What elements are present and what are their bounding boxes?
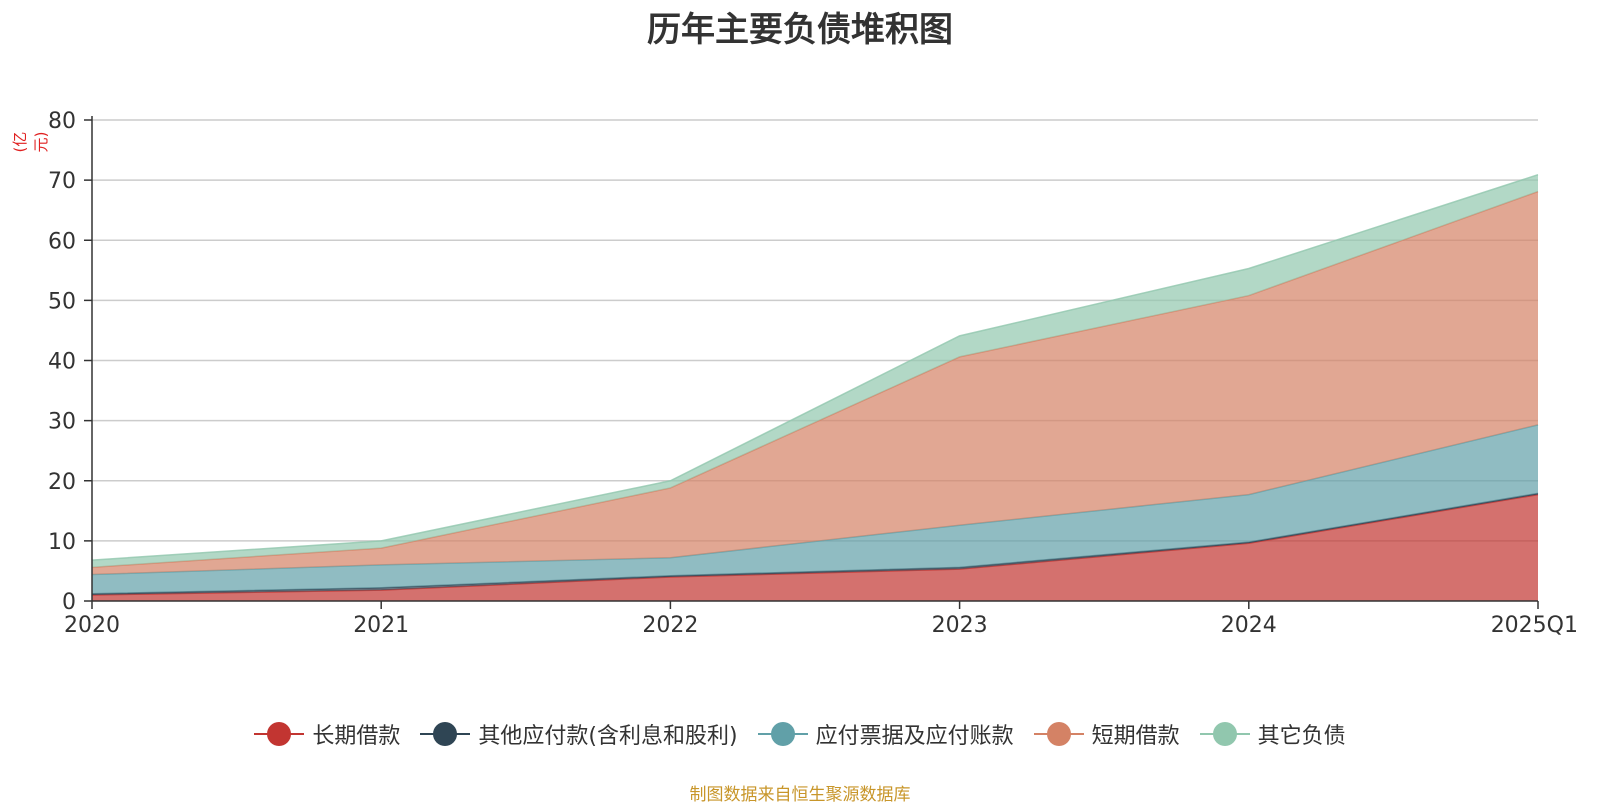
y-tick-label: 50	[48, 289, 76, 314]
y-tick-label: 80	[48, 109, 76, 134]
legend-label: 短期借款	[1091, 724, 1180, 749]
x-tick-label: 2025Q1	[1491, 613, 1578, 638]
axes: 0 10 20 30 40 50 60 70 80 2020 2021 2022 2023 2024 202…	[48, 109, 1578, 638]
legend-label: 其它负债	[1257, 724, 1346, 749]
x-tick-label: 2020	[64, 613, 120, 638]
legend-marker-icon	[420, 721, 471, 747]
stacked-area-chart: 0 10 20 30 40 50 60 70 80 2020 2021 2022 2023 2024 202…	[48, 109, 1578, 638]
area-series	[91, 174, 1539, 601]
area-series-0	[92, 494, 1538, 601]
legend-label: 其他应付款(含利息和股利)	[478, 724, 738, 749]
x-tick-label: 2024	[1221, 613, 1277, 638]
legend-label: 长期借款	[312, 724, 401, 749]
legend-marker-icon	[757, 721, 808, 747]
y-tick-label: 30	[48, 410, 76, 435]
x-tick-label: 2023	[932, 613, 988, 638]
legend-marker-icon	[1199, 721, 1250, 747]
legend-item-3[interactable]: 短期借款	[1033, 718, 1180, 750]
y-tick-label: 0	[62, 590, 76, 615]
legend-marker-icon	[1033, 721, 1084, 747]
series-line-4	[91, 174, 1539, 561]
y-tick-label: 60	[48, 229, 76, 254]
legend-item-2[interactable]: 应付票据及应付账款	[757, 718, 1014, 750]
y-tick-label: 40	[48, 350, 76, 375]
area-series-3	[92, 191, 1538, 575]
y-tick-label: 70	[48, 169, 76, 194]
legend: 长期借款 其他应付款(含利息和股利) 应付票据及应付账款 短期借款 其它负债	[0, 718, 1600, 750]
x-tick-label: 2021	[353, 613, 409, 638]
y-tick-label: 10	[48, 530, 76, 555]
legend-item-4[interactable]: 其它负债	[1199, 718, 1346, 750]
area-series-2	[92, 424, 1538, 594]
legend-marker-icon	[254, 721, 305, 747]
source-note: 制图数据来自恒生聚源数据库	[689, 785, 911, 805]
legend-item-1[interactable]: 其他应付款(含利息和股利)	[420, 718, 738, 750]
chart-title: 历年主要负债堆积图	[647, 10, 953, 50]
legend-label: 应付票据及应付账款	[815, 724, 1014, 749]
x-tick-label: 2022	[642, 613, 698, 638]
legend-item-0[interactable]: 长期借款	[254, 718, 400, 750]
y-tick-label: 20	[48, 470, 76, 495]
